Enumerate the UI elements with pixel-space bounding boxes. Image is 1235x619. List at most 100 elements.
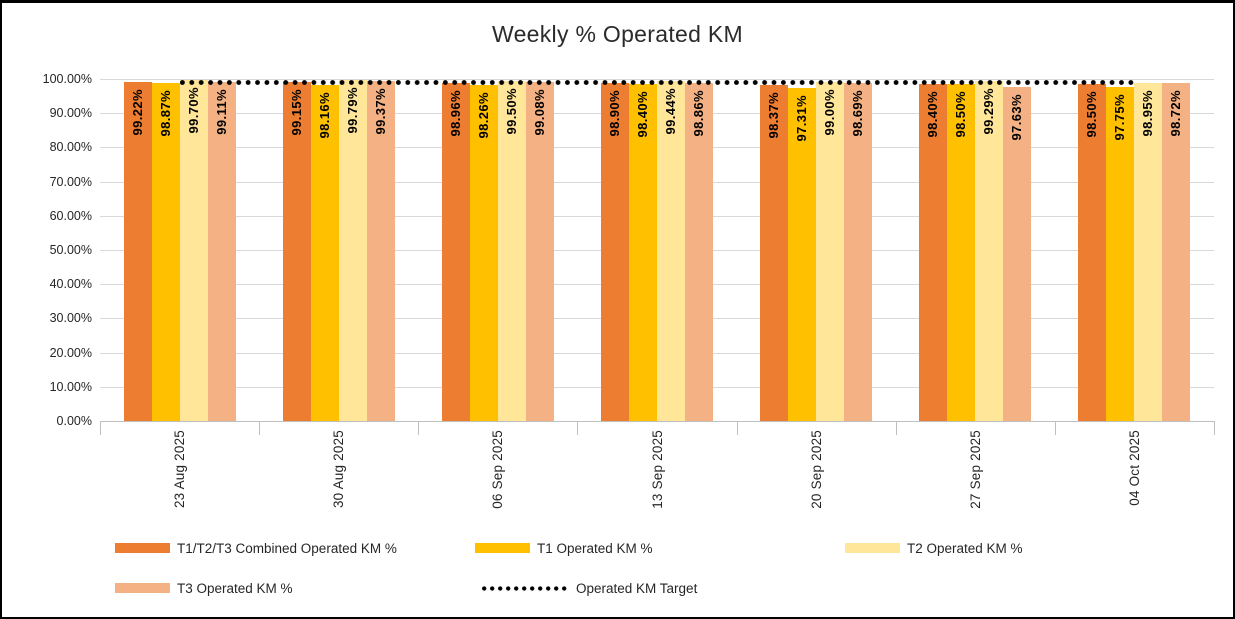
y-axis-label: 80.00% (49, 140, 92, 155)
bar (601, 82, 629, 421)
y-axis-label: 10.00% (49, 379, 92, 394)
bar-value-label: 98.50% (1084, 91, 1100, 138)
bar (760, 84, 789, 421)
bar-value-label: 99.79% (344, 86, 360, 134)
bar-value-label: 99.44% (663, 87, 678, 135)
bar (629, 84, 657, 421)
y-axis-label: 40.00% (49, 277, 92, 292)
y-axis-label: 0.00% (56, 414, 92, 428)
legend-label: T1 Operated KM % (537, 540, 653, 556)
y-axis-label: 100.00% (42, 72, 92, 86)
x-axis-line (100, 421, 1215, 422)
bar-value-label: 98.50% (953, 91, 969, 138)
bar-value-label: 98.16% (316, 92, 332, 139)
bar-value-label: 97.31% (794, 95, 810, 142)
bar (497, 80, 526, 421)
y-axis-label: 20.00% (49, 345, 92, 360)
y-axis-label: 60.00% (49, 208, 92, 223)
bar-value-label: 97.75% (1112, 93, 1128, 141)
bar-value-label: 97.63% (1009, 94, 1025, 141)
bar-value-label: 98.90% (607, 89, 622, 137)
bar (179, 80, 208, 421)
bar-value-label: 99.22% (129, 88, 145, 136)
legend-label: T2 Operated KM % (907, 540, 1023, 556)
bar-value-label: 98.69% (850, 90, 866, 137)
x-axis-tick (895, 421, 897, 435)
bar-value-label: 99.37% (372, 88, 388, 135)
bar-value-label: 99.11% (213, 89, 229, 135)
target-line (179, 79, 1135, 85)
bar-value-label: 98.40% (925, 91, 941, 138)
x-axis-label: 13 Sep 2025 (649, 430, 665, 509)
bar-value-label: 98.26% (475, 91, 491, 139)
x-axis-label: 20 Sep 2025 (808, 430, 824, 509)
bar-value-label: 99.29% (981, 88, 997, 135)
bar (816, 82, 845, 421)
bar (123, 81, 152, 421)
x-axis-tick (1214, 421, 1215, 435)
bar-value-label: 98.72% (1168, 90, 1184, 137)
y-axis-label: 50.00% (49, 243, 92, 257)
bar (441, 82, 470, 421)
x-axis-label: 27 Sep 2025 (967, 430, 983, 509)
y-axis-label: 90.00% (49, 106, 92, 121)
legend-swatch (475, 543, 530, 553)
x-axis-label: 04 Oct 2025 (1126, 430, 1142, 506)
bar (975, 81, 1004, 421)
x-axis-label: 30 Aug 2025 (331, 430, 347, 509)
legend-item-target: Operated KM Target (482, 580, 697, 596)
bar-value-label: 98.95% (1140, 89, 1156, 137)
bar (366, 81, 395, 421)
bar-value-label: 99.08% (531, 89, 547, 136)
legend-item: T1 Operated KM % (475, 540, 653, 556)
bar (525, 82, 554, 421)
legend-swatch (845, 543, 900, 553)
chart-title: Weekly % Operated KM (491, 21, 743, 47)
y-axis-label: 30.00% (49, 311, 92, 326)
bar-value-label: 99.00% (822, 89, 838, 136)
x-axis-tick (1054, 421, 1056, 435)
x-axis-label: 06 Sep 2025 (490, 430, 506, 509)
x-axis-tick (736, 421, 738, 435)
bar-value-label: 99.15% (288, 88, 304, 136)
bar-value-label: 99.70% (185, 87, 201, 134)
bar (1003, 87, 1032, 421)
bar-value-label: 99.50% (503, 87, 519, 135)
x-axis-tick (100, 421, 101, 435)
bar (310, 85, 339, 421)
bar (207, 82, 236, 421)
bar (151, 82, 180, 421)
legend-item: T1/T2/T3 Combined Operated KM % (115, 540, 397, 556)
bar-value-label: 98.86% (691, 89, 706, 137)
bar-value-label: 98.40% (635, 91, 650, 138)
x-axis-tick (259, 421, 261, 435)
bar (947, 84, 976, 421)
bar-value-label: 98.87% (157, 89, 173, 137)
bar (1106, 86, 1135, 421)
bar (788, 88, 817, 421)
bar (1162, 83, 1191, 421)
bar (844, 83, 873, 421)
legend-target-line-sample (482, 585, 567, 591)
legend-item: T2 Operated KM % (845, 540, 1023, 556)
legend-label: T1/T2/T3 Combined Operated KM % (177, 540, 397, 556)
y-axis-label: 70.00% (49, 174, 92, 189)
bar (282, 81, 311, 421)
bar-value-label: 98.96% (447, 89, 463, 137)
x-axis-label: 23 Aug 2025 (172, 430, 188, 509)
legend-item: T3 Operated KM % (115, 580, 293, 596)
legend-label: Operated KM Target (576, 580, 698, 596)
gridline (100, 79, 1214, 80)
x-axis-tick (577, 421, 579, 435)
bar (1078, 84, 1107, 421)
legend-label: T3 Operated KM % (177, 580, 293, 596)
plot-area: 99.22% 99.15% 98.96% 98.90% 98.37% 98.40% 98.5… (100, 79, 1214, 421)
x-axis-tick (418, 421, 420, 435)
bar (338, 79, 367, 421)
bar (919, 84, 948, 421)
bar (657, 80, 685, 421)
bar (685, 82, 713, 421)
bar (469, 84, 498, 421)
legend-swatch (115, 543, 170, 553)
legend-swatch (115, 583, 170, 593)
